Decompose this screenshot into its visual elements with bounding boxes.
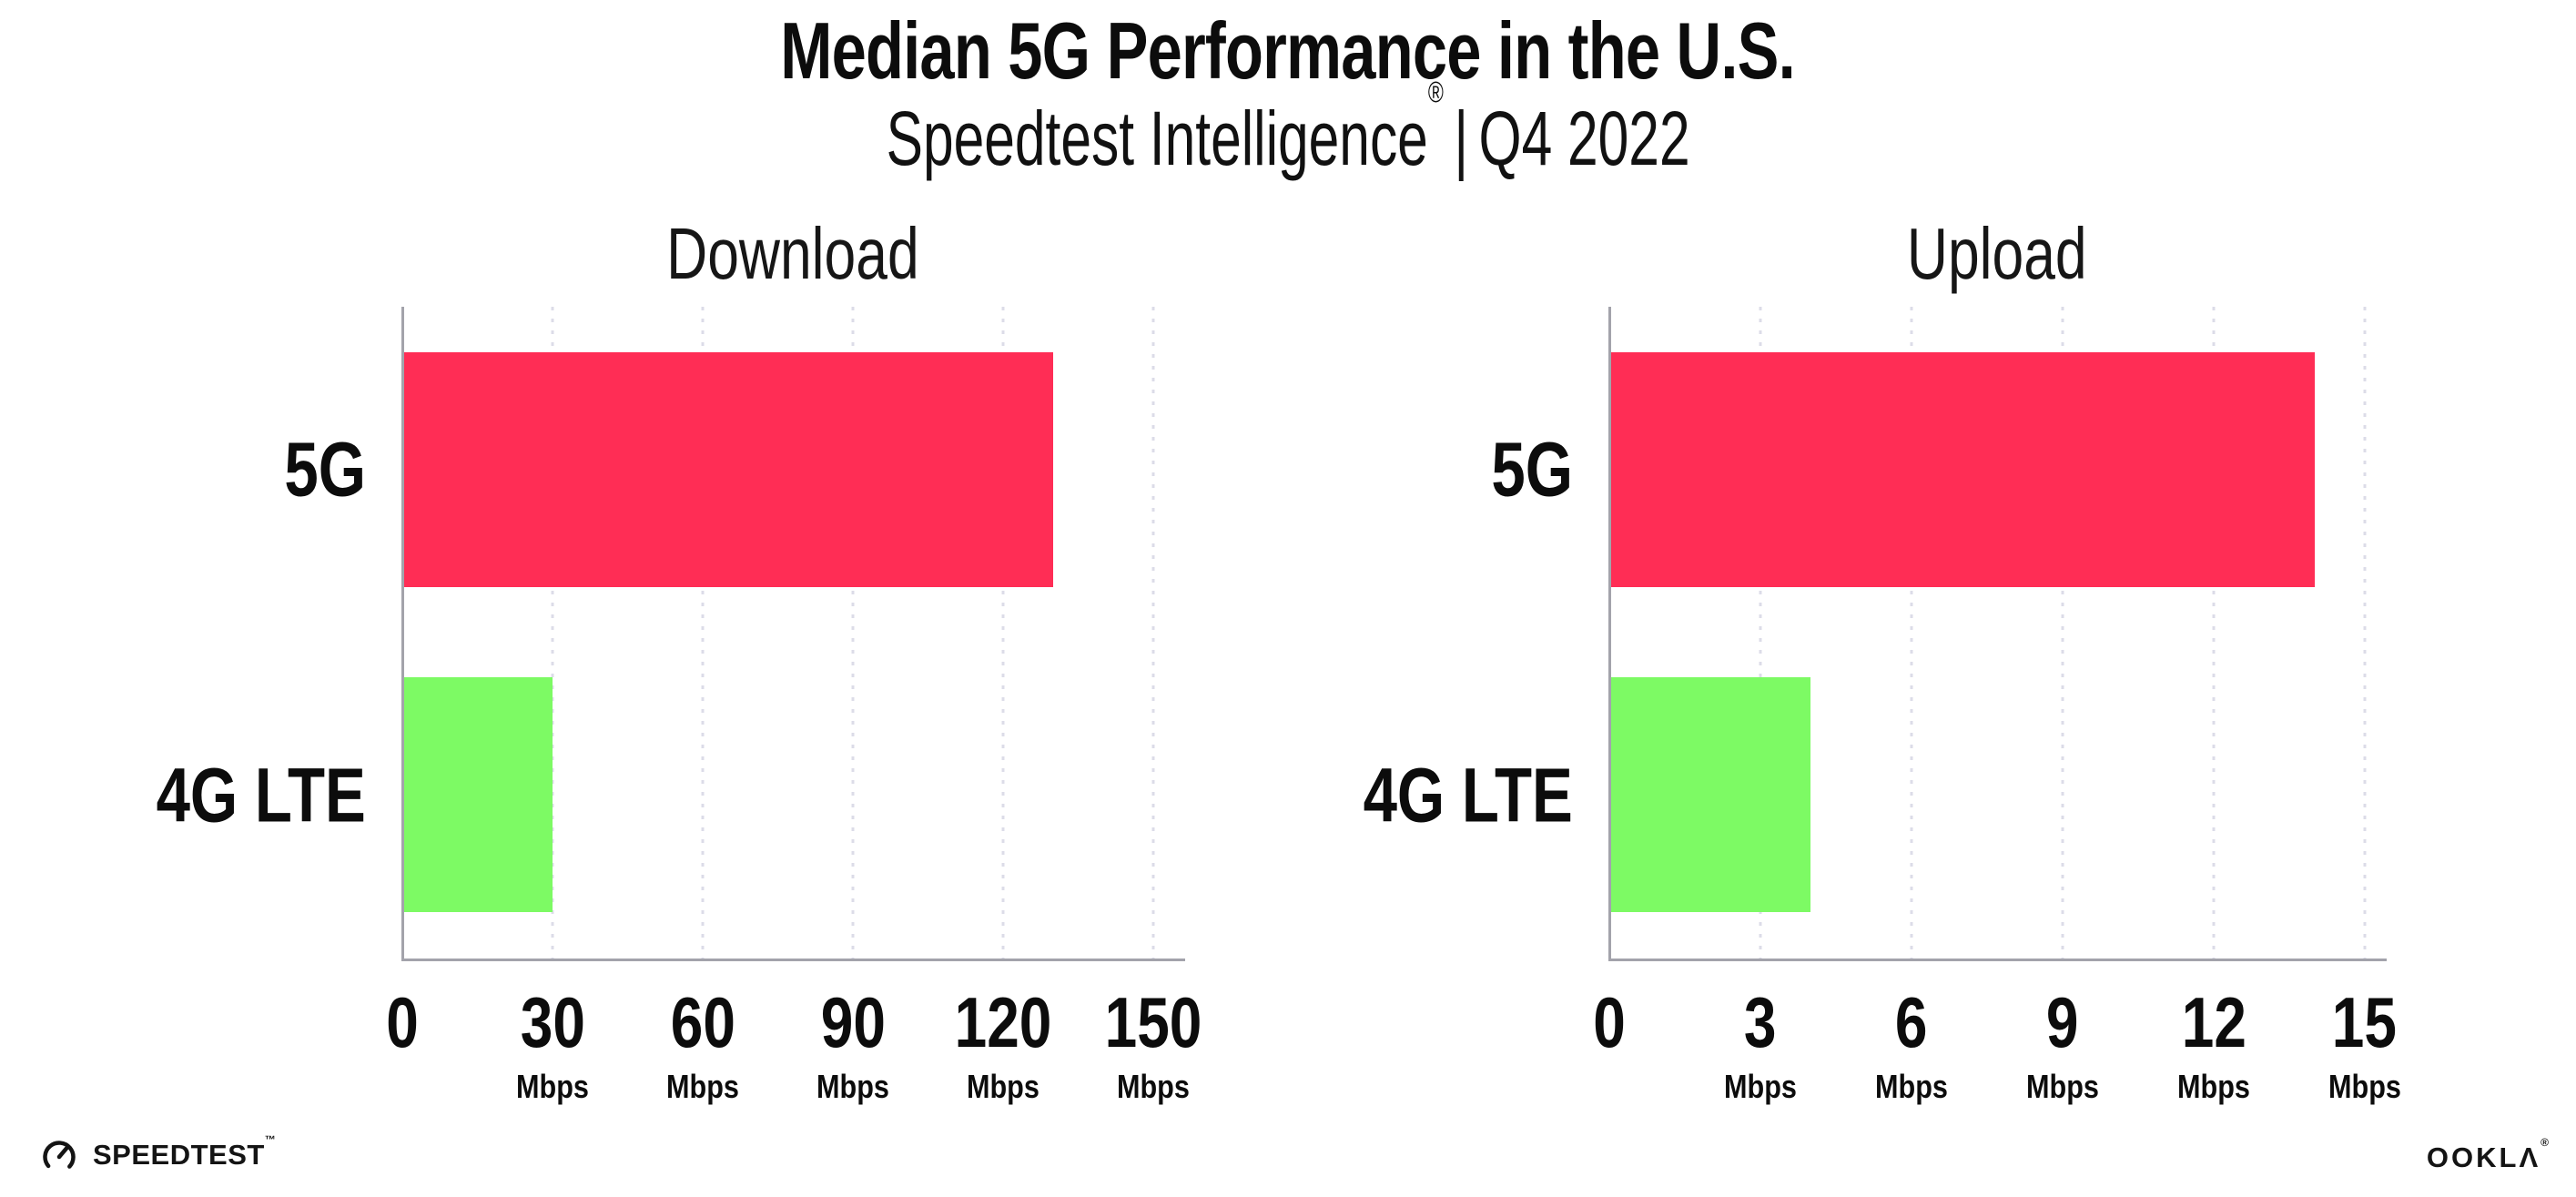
subtitle-period: Q4 2022 xyxy=(1478,96,1690,182)
page-title: Median 5G Performance in the U.S. xyxy=(780,5,1797,96)
gridline-30 xyxy=(551,307,554,959)
upload-plot-area: 5G 4G LTE 0 3 Mbps 6 Mbps 9 Mbps 12 Mbps 15 Mbps xyxy=(1364,307,2401,1105)
page-subtitle: Speedtest Intelligence® | Q4 2022 xyxy=(0,77,2576,182)
download-chart-title: Download xyxy=(666,213,919,294)
speedtest-wordmark: SPEEDTEST™ xyxy=(93,1132,277,1171)
x-tick-3: 3 Mbps xyxy=(1718,982,1803,1109)
bar-4g-lte-upload xyxy=(1609,677,1811,912)
ookla-logo: OOKLΛ® xyxy=(2426,1135,2549,1174)
x-tick-number: 0 xyxy=(1593,982,1626,1062)
x-tick-30: 30 Mbps xyxy=(510,982,595,1109)
gridline-9 xyxy=(2061,307,2064,959)
x-tick-number: 9 xyxy=(2046,982,2079,1062)
category-label-5g: 5G xyxy=(284,426,366,512)
x-tick-unit xyxy=(382,1066,421,1108)
y-axis xyxy=(401,307,404,959)
ookla-wordmark: OOKLΛ® xyxy=(2426,1135,2549,1173)
x-tick-90: 90 Mbps xyxy=(810,982,896,1109)
gridline-3 xyxy=(1759,307,1762,959)
x-tick-6: 6 Mbps xyxy=(1869,982,1954,1109)
gridline-150 xyxy=(1151,307,1155,959)
x-tick-unit: Mbps xyxy=(516,1067,589,1105)
x-axis xyxy=(401,959,1185,961)
registered-mark: ® xyxy=(1427,76,1444,109)
trademark-mark: ™ xyxy=(264,1132,277,1146)
x-tick-number: 12 xyxy=(2181,982,2246,1062)
gridline-6 xyxy=(1910,307,1913,959)
x-tick-number: 15 xyxy=(2332,982,2398,1062)
gridline-90 xyxy=(851,307,855,959)
x-tick-15: 15 Mbps xyxy=(2322,982,2408,1109)
x-tick-unit xyxy=(1589,1066,1628,1108)
x-tick-number: 3 xyxy=(1744,982,1777,1062)
subtitle-separator: | xyxy=(1454,96,1468,182)
y-axis xyxy=(1608,307,1611,959)
header: Median 5G Performance in the U.S. Speedt… xyxy=(0,0,2576,179)
registered-mark: ® xyxy=(2541,1135,2549,1149)
category-label-5g: 5G xyxy=(1491,426,1573,512)
x-tick-number: 90 xyxy=(820,982,886,1062)
bar-4g-lte-download xyxy=(402,677,553,912)
x-tick-unit: Mbps xyxy=(967,1067,1040,1105)
x-tick-120: 120 Mbps xyxy=(944,982,1062,1109)
x-tick-number: 0 xyxy=(386,982,419,1062)
bar-5g-download xyxy=(402,352,1053,587)
category-label-4g-lte: 4G LTE xyxy=(156,752,366,838)
upload-chart-title: Upload xyxy=(1907,213,2087,294)
gridline-60 xyxy=(701,307,705,959)
x-tick-9: 9 Mbps xyxy=(2020,982,2105,1109)
x-tick-number: 60 xyxy=(670,982,735,1062)
x-tick-12: 12 Mbps xyxy=(2171,982,2257,1109)
gridline-120 xyxy=(1001,307,1005,959)
x-tick-number: 30 xyxy=(520,982,585,1062)
x-tick-unit: Mbps xyxy=(2176,1067,2250,1105)
x-tick-unit: Mbps xyxy=(2025,1067,2099,1105)
download-plot-area: 5G 4G LTE 0 30 Mbps 60 Mbps 90 Mbps 120 Mbps 150 Mbp… xyxy=(157,307,1202,1105)
x-tick-unit: Mbps xyxy=(816,1067,889,1105)
upload-chart: Upload 5G 4G LTE 0 3 Mbps 6 Mbps 9 Mbps 12 Mbps 15 M… xyxy=(1364,213,2401,1105)
x-tick-unit: Mbps xyxy=(666,1067,739,1105)
x-tick-0: 0 xyxy=(1589,982,1628,1108)
bar-5g-upload xyxy=(1609,352,2315,587)
x-tick-unit: Mbps xyxy=(2328,1067,2401,1105)
x-tick-unit: Mbps xyxy=(1117,1067,1190,1105)
x-tick-60: 60 Mbps xyxy=(660,982,745,1109)
x-axis xyxy=(1608,959,2387,961)
category-label-4g-lte: 4G LTE xyxy=(1363,752,1573,838)
x-axis-labels: 0 30 Mbps 60 Mbps 90 Mbps 120 Mbps 150 Mbps xyxy=(386,982,1202,1131)
x-tick-150: 150 Mbps xyxy=(1094,982,1212,1109)
x-axis-labels: 0 3 Mbps 6 Mbps 9 Mbps 12 Mbps 15 Mbps xyxy=(1593,982,2401,1131)
speedtest-gauge-icon xyxy=(43,1141,76,1173)
x-tick-unit: Mbps xyxy=(1874,1067,1948,1105)
gridline-12 xyxy=(2212,307,2216,959)
x-tick-number: 150 xyxy=(1104,982,1202,1062)
x-tick-number: 6 xyxy=(1895,982,1928,1062)
gridline-15 xyxy=(2363,307,2367,959)
download-chart: Download 5G 4G LTE 0 30 Mbps 60 Mbps 90 Mbps 120 M… xyxy=(157,213,1202,1105)
x-tick-unit: Mbps xyxy=(1724,1067,1797,1105)
speedtest-logo: SPEEDTEST™ xyxy=(38,1132,277,1176)
x-tick-0: 0 xyxy=(382,982,421,1108)
x-tick-number: 120 xyxy=(954,982,1052,1062)
subtitle-brand: Speedtest Intelligence xyxy=(886,96,1428,182)
